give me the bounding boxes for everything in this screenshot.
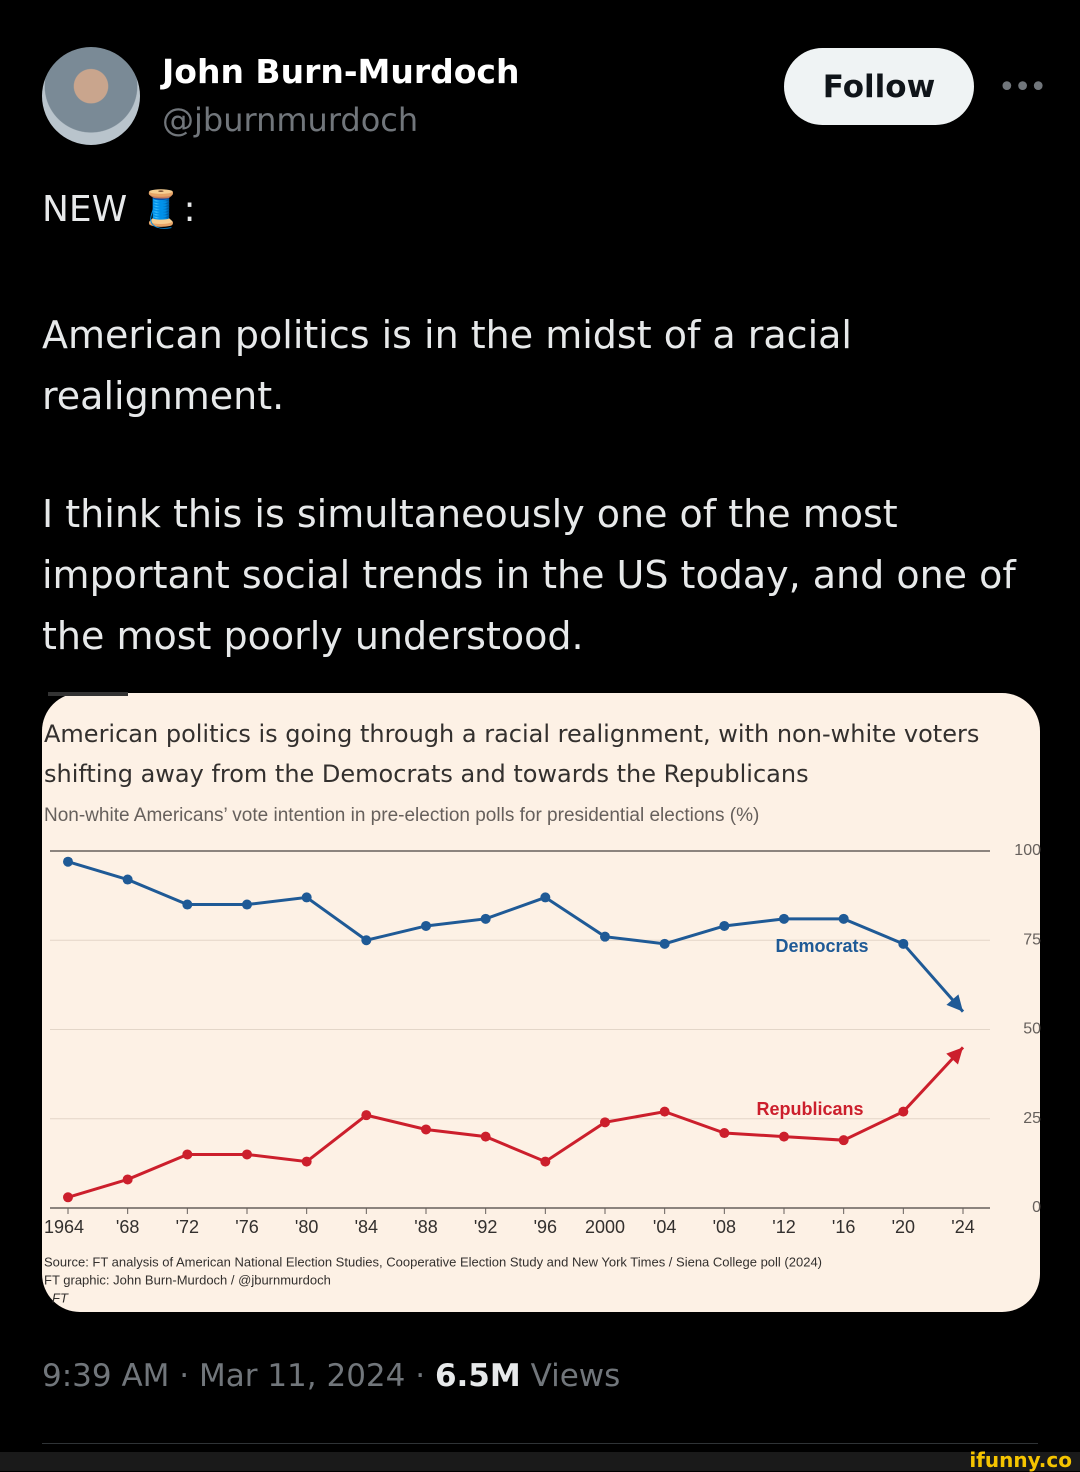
x-tick-label: '92 [474,1217,497,1237]
point [421,920,431,931]
point [838,1135,849,1146]
point [600,1117,610,1128]
views-label: Views [530,1358,621,1394]
more-button[interactable]: ••• [998,70,1047,105]
follow-button[interactable]: Follow [784,48,974,125]
tweet-paragraph: American politics is in the midst of a r… [42,313,852,418]
chart-source: Source: FT analysis of American National… [44,1254,822,1269]
point [122,874,133,885]
point [301,1156,312,1167]
y-tick-label: 75 [1023,931,1041,948]
point [63,1192,73,1203]
x-tick-label: '08 [713,1217,736,1237]
point [242,1149,252,1160]
y-tick-label: 50 [1023,1021,1041,1038]
point [540,892,551,903]
point [182,899,193,910]
chart-title: American politics is going through a rac… [44,720,980,788]
series-line [67,1046,965,1199]
tweet-intro: NEW 🧵: [42,189,196,230]
point [480,913,491,924]
author-name: John Burn-Murdoch [162,52,520,91]
point [421,1124,431,1135]
point [659,1106,670,1117]
point [242,899,252,910]
y-tick-label: 100 [1014,842,1041,859]
point [898,938,909,949]
x-tick-label: '72 [176,1217,199,1237]
x-tick-label: '88 [414,1217,437,1237]
chart-card [42,693,1040,1312]
footer-bar [0,1452,1080,1471]
x-tick-label: '24 [951,1217,974,1237]
series-label: Republicans [756,1099,863,1119]
point [301,892,312,903]
y-tick-label: 25 [1023,1110,1041,1127]
point [779,913,789,924]
x-tick-label: '96 [534,1217,557,1237]
point [659,938,670,949]
x-tick-label: '84 [355,1217,378,1237]
chart-subtitle: Non-white Americans’ vote intention in p… [44,805,759,826]
chart-title-box: American politics is going through a rac… [44,720,980,788]
point [719,920,730,931]
point [898,1106,909,1117]
watermark: ifunny.co [969,1448,1072,1472]
point [480,1131,491,1142]
x-tick-label: '80 [295,1217,318,1237]
y-tick-label: 0 [1032,1199,1041,1216]
point [361,1110,372,1121]
timestamp-row: 9:39 AM · Mar 11, 2024 · 6.5M Views [42,1358,620,1394]
x-tick-label: '16 [832,1217,855,1237]
x-tick-label: '20 [892,1217,915,1237]
chart-brand: FT [52,1290,69,1305]
series-label: Democrats [775,936,868,956]
x-tick-label: '68 [116,1217,139,1237]
point [182,1149,193,1160]
x-tick-label: 2000 [585,1217,625,1237]
arrow-head [946,994,963,1012]
point [122,1174,133,1185]
avatar [42,47,140,145]
tweet-paragraph: I think this is simultaneously one of th… [42,492,1016,658]
x-tick-label: 1964 [44,1217,84,1237]
divider [42,1443,1038,1444]
x-tick-label: '04 [653,1217,676,1237]
arrow-head [946,1047,963,1065]
point [540,1156,551,1167]
point [719,1128,730,1139]
views-count: 6.5M [434,1358,521,1394]
point [361,935,372,946]
x-tick-label: '12 [772,1217,795,1237]
timestamp: 9:39 AM · Mar 11, 2024 · [42,1358,426,1394]
point [779,1131,789,1142]
point [63,856,73,867]
handle: @jburnmurdoch [162,101,419,139]
point [600,931,610,942]
x-tick-label: '76 [235,1217,258,1237]
chart-credit: FT graphic: John Burn-Murdoch / @jburnmu… [44,1272,331,1287]
series-line [67,860,965,1013]
point [838,913,849,924]
